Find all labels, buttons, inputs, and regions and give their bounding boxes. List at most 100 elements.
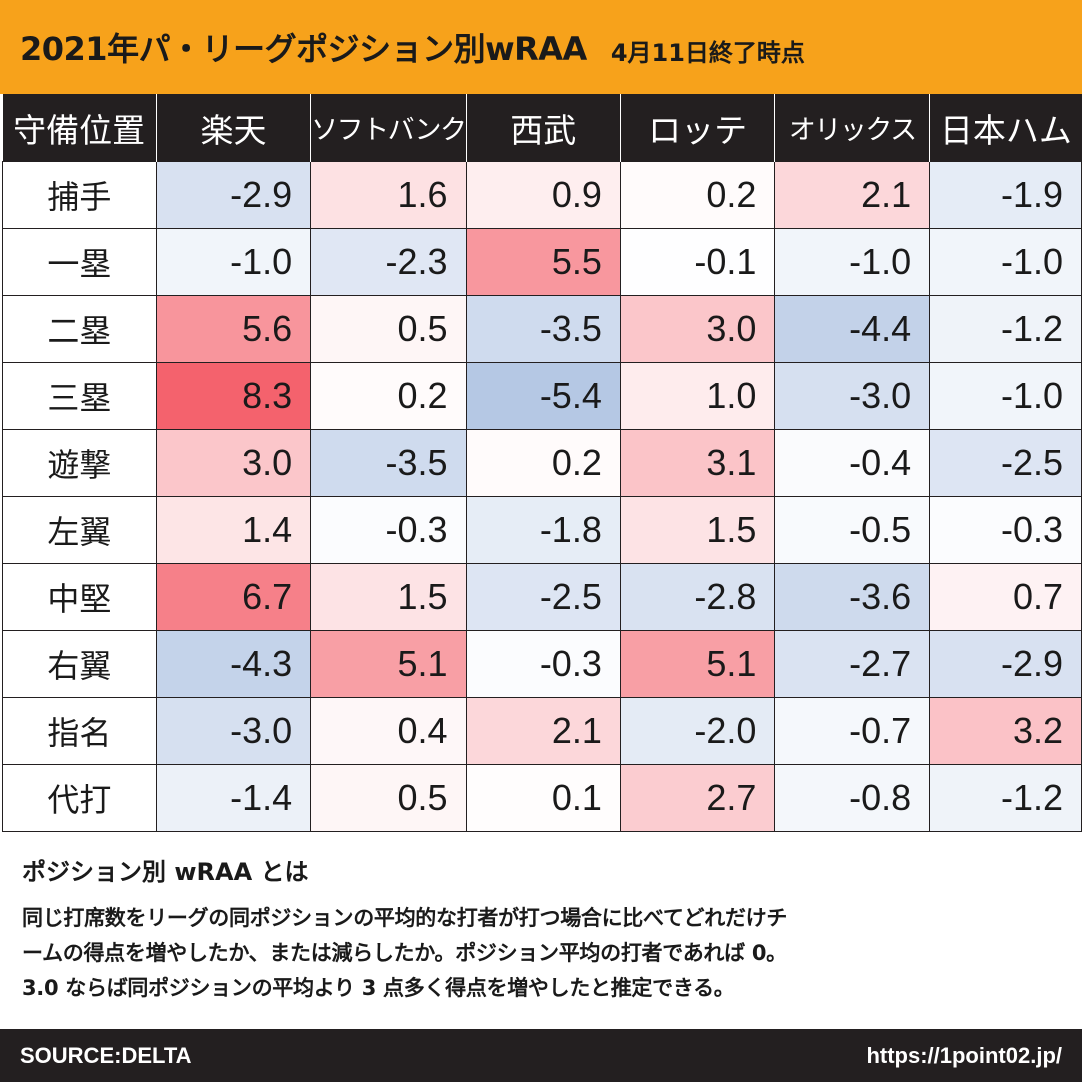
footer-bar: SOURCE:DELTA https://1point02.jp/	[0, 1029, 1082, 1082]
heatmap-cell: -4.3	[155, 630, 312, 698]
heatmap-cell: 3.2	[929, 697, 1082, 765]
heatmap-cell: 0.7	[929, 563, 1082, 631]
explanation-body: 同じ打席数をリーグの同ポジションの平均的な打者が打つ場合に比べてどれだけチ ーム…	[22, 901, 1067, 1006]
table-row: 代打 -1.4 0.5 0.1 2.7 -0.8 -1.2	[2, 764, 1082, 832]
position-label: 遊撃	[2, 429, 157, 497]
heatmap-cell: -1.4	[155, 764, 312, 832]
chart-subtitle: 4月11日終了時点	[610, 38, 805, 67]
heatmap-cell: -2.8	[619, 563, 776, 631]
heatmap-cell: -4.4	[774, 295, 931, 363]
explanation-line: 3.0 ならば同ポジションの平均より 3 点多く得点を増やしたと推定できる。	[22, 976, 735, 1000]
heatmap-cell: 0.2	[619, 161, 776, 229]
heatmap-cell: -1.0	[929, 362, 1082, 430]
heatmap-cell: 0.9	[465, 161, 621, 229]
explanation-line: 同じ打席数をリーグの同ポジションの平均的な打者が打つ場合に比べてどれだけチ	[22, 906, 788, 930]
heatmap-cell: 5.1	[310, 630, 467, 698]
heatmap-cell: -2.5	[929, 429, 1082, 497]
heatmap-cell: -1.0	[774, 228, 931, 296]
table-row: 捕手 -2.9 1.6 0.9 0.2 2.1 -1.9	[2, 161, 1082, 229]
team-header: 日本ハム	[929, 94, 1082, 162]
heatmap-cell: 3.1	[619, 429, 776, 497]
heatmap-cell: 1.0	[619, 362, 776, 430]
chart-title: 2021年パ・リーグポジション別wRAA	[20, 30, 587, 68]
heatmap-cell: 5.6	[155, 295, 312, 363]
heatmap-cell: 2.1	[465, 697, 621, 765]
heatmap-cell: 3.0	[155, 429, 312, 497]
position-label: 左翼	[2, 496, 157, 564]
heatmap-cell: -0.8	[774, 764, 931, 832]
heatmap-cell: 5.5	[465, 228, 621, 296]
heatmap-cell: -1.0	[155, 228, 312, 296]
heatmap-cell: -1.9	[929, 161, 1082, 229]
title-bar: 2021年パ・リーグポジション別wRAA 4月11日終了時点	[0, 0, 1082, 94]
heatmap-cell: -2.3	[310, 228, 467, 296]
source-url[interactable]: https://1point02.jp/	[866, 1042, 1062, 1068]
position-label: 三塁	[2, 362, 157, 430]
heatmap-cell: -0.3	[310, 496, 467, 564]
heatmap-cell: -0.4	[774, 429, 931, 497]
header-row: 守備位置 楽天 ソフトバンク 西武 ロッテ オリックス 日本ハム	[2, 94, 1082, 162]
position-label: 代打	[2, 764, 157, 832]
heatmap-cell: -1.0	[929, 228, 1082, 296]
table-row: 右翼 -4.3 5.1 -0.3 5.1 -2.7 -2.9	[2, 630, 1082, 698]
heatmap-cell: -2.9	[929, 630, 1082, 698]
heatmap-cell: -3.5	[310, 429, 467, 497]
position-label: 指名	[2, 697, 157, 765]
heatmap-cell: 8.3	[155, 362, 312, 430]
heatmap-cell: 6.7	[155, 563, 312, 631]
table-row: 左翼 1.4 -0.3 -1.8 1.5 -0.5 -0.3	[2, 496, 1082, 564]
heatmap-cell: -2.9	[155, 161, 312, 229]
heatmap-cell: 2.7	[619, 764, 776, 832]
explanation-line: ームの得点を増やしたか、または減らしたか。ポジション平均の打者であれば 0。	[22, 941, 787, 965]
heatmap-cell: -2.0	[619, 697, 776, 765]
heatmap-cell: 0.2	[310, 362, 467, 430]
heatmap-cell: 0.5	[310, 764, 467, 832]
heatmap-cell: -1.2	[929, 764, 1082, 832]
heatmap-cell: -5.4	[465, 362, 621, 430]
explanation-title: ポジション別 wRAA とは	[22, 858, 309, 886]
table-body: 捕手 -2.9 1.6 0.9 0.2 2.1 -1.9 一塁 -1.0 -2.3 5.5 -0.1-…	[2, 161, 1082, 832]
position-label: 一塁	[2, 228, 157, 296]
corner-header: 守備位置	[2, 94, 157, 162]
heatmap-cell: -2.7	[774, 630, 931, 698]
position-label: 捕手	[2, 161, 157, 229]
heatmap-cell: -3.5	[465, 295, 621, 363]
heatmap-cell: -1.2	[929, 295, 1082, 363]
heatmap-cell: 0.4	[310, 697, 467, 765]
table-row: 二塁 5.6 0.5 -3.5 3.0 -4.4 -1.2	[2, 295, 1082, 363]
table-row: 指名 -3.0 0.4 2.1 -2.0 -0.7 3.2	[2, 697, 1082, 765]
table-row: 中堅 6.7 1.5 -2.5 -2.8 -3.6 0.7	[2, 563, 1082, 631]
table-row: 遊撃 3.0 -3.5 0.2 3.1 -0.4 -2.5	[2, 429, 1082, 497]
heatmap-cell: -0.7	[774, 697, 931, 765]
team-header: ソフトバンク	[310, 94, 467, 162]
heatmap-cell: 5.1	[619, 630, 776, 698]
heatmap-cell: 2.1	[774, 161, 931, 229]
heatmap-cell: -1.8	[465, 496, 621, 564]
heatmap-cell: -0.1	[619, 228, 776, 296]
heatmap-cell: -3.6	[774, 563, 931, 631]
heatmap-cell: 1.6	[310, 161, 467, 229]
team-header: 西武	[465, 94, 621, 162]
heatmap-cell: -0.3	[929, 496, 1082, 564]
team-header: オリックス	[774, 94, 930, 162]
wraa-table: 守備位置 楽天 ソフトバンク 西武 ロッテ オリックス 日本ハム 捕手 -2.9 1…	[2, 94, 1082, 832]
heatmap-cell: 0.1	[465, 764, 621, 832]
heatmap-cell: -3.0	[774, 362, 931, 430]
heatmap-cell: 1.5	[619, 496, 776, 564]
heatmap-cell: -0.3	[465, 630, 621, 698]
source-label: SOURCE:DELTA	[20, 1042, 192, 1068]
team-header: ロッテ	[619, 94, 775, 162]
position-label: 二塁	[2, 295, 157, 363]
heatmap-cell: 1.5	[310, 563, 467, 631]
heatmap-cell: 0.2	[465, 429, 621, 497]
heatmap-cell: -3.0	[155, 697, 312, 765]
position-label: 中堅	[2, 563, 157, 631]
heatmap-cell: 1.4	[155, 496, 312, 564]
table-row: 一塁 -1.0 -2.3 5.5 -0.1 -1.0 -1.0	[2, 228, 1082, 296]
position-label: 右翼	[2, 630, 157, 698]
heatmap-cell: -0.5	[774, 496, 931, 564]
explanation: ポジション別 wRAA とは 同じ打席数をリーグの同ポジションの平均的な打者が打…	[22, 852, 1067, 1006]
team-header: 楽天	[155, 94, 311, 162]
table-row: 三塁 8.3 0.2 -5.4 1.0 -3.0 -1.0	[2, 362, 1082, 430]
heatmap-cell: 3.0	[619, 295, 776, 363]
